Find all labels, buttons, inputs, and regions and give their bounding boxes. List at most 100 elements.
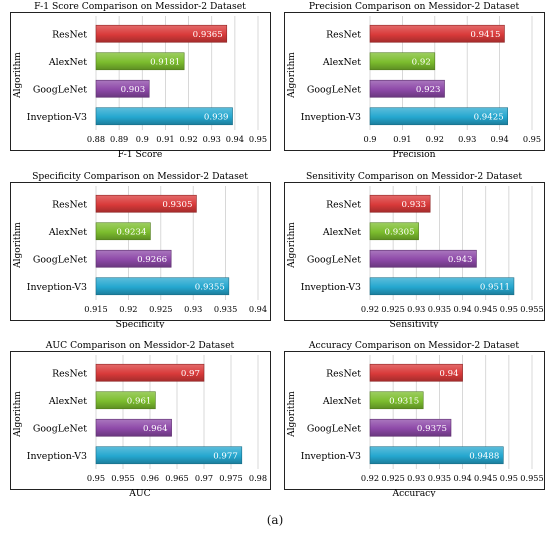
bar-value-label: 0.9425 [474,113,504,123]
bar-value-label: 0.923 [416,85,441,95]
x-tick-label: 0.975 [219,473,242,483]
x-tick-label: 0.965 [165,473,188,483]
x-tick-label: 0.925 [381,304,404,314]
chart-svg: Precision Comparison on Messidor-2 Datas… [284,1,545,158]
bar-value-label: 0.9266 [137,255,167,265]
x-axis-label: Sensitivity [390,319,440,328]
y-axis-label: Algorithm [13,391,23,438]
bar [95,249,172,268]
bar-value-label: 0.9355 [195,283,225,293]
y-category-label: AlexNet [322,396,361,407]
chart-title: F-1 Score Comparison on Messidor-2 Datas… [34,1,246,12]
y-category-label: GoogLeNet [307,254,361,265]
y-category-label: ResNet [52,368,87,379]
y-category-label: ResNet [326,368,361,379]
x-tick-label: 0.945 [474,304,497,314]
y-axis-label: Algorithm [287,222,297,269]
x-tick-label: 0.95 [87,473,105,483]
bar [95,391,156,410]
chart-title: AUC Comparison on Messidor-2 Dataset [45,340,235,351]
chart-title: Specificity Comparison on Messidor-2 Dat… [32,171,248,182]
y-category-label: GoogLeNet [33,84,87,95]
x-tick-label: 0.94 [453,304,471,314]
x-tick-label: 0.94 [490,134,508,144]
bar-value-label: 0.903 [121,85,146,95]
x-tick-label: 0.935 [428,473,451,483]
bar-value-label: 0.9315 [389,397,419,407]
chart-svg: Accuracy Comparison on Messidor-2 Datase… [284,340,545,497]
bar [95,79,150,98]
bar-value-label: 0.943 [448,255,473,265]
x-tick-label: 0.95 [500,304,518,314]
x-tick-label: 0.92 [179,134,197,144]
bar [95,222,151,241]
y-category-label: ResNet [326,29,361,40]
bar-value-label: 0.97 [181,369,200,379]
y-category-label: GoogLeNet [33,254,87,265]
bar-value-label: 0.9488 [469,452,499,462]
bar [369,52,436,71]
bar [369,446,504,465]
x-tick-label: 0.92 [361,473,379,483]
bar-value-label: 0.977 [213,452,238,462]
y-category-label: AlexNet [48,396,87,407]
y-category-label: Inveption-V3 [27,451,87,462]
bar-value-label: 0.9415 [470,30,500,40]
bar [369,249,477,268]
bar-value-label: 0.9511 [480,283,510,293]
bar [369,79,445,98]
bar [95,446,243,465]
y-category-label: ResNet [52,29,87,40]
y-category-label: GoogLeNet [33,423,87,434]
x-tick-label: 0.92 [361,304,379,314]
chart-sensitivity: Sensitivity Comparison on Messidor-2 Dat… [282,170,546,328]
x-axis-label: Specificity [116,319,166,328]
y-axis-label: Algorithm [13,52,23,99]
chart-svg: AUC Comparison on Messidor-2 Dataset 0.95… [10,340,271,497]
y-category-label: ResNet [52,199,87,210]
x-tick-label: 0.95 [249,134,267,144]
x-axis-label: Precision [392,149,435,158]
bar [95,107,233,126]
x-axis-label: F-1 Score [118,149,163,158]
y-category-label: ResNet [326,199,361,210]
bar-value-label: 0.9305 [385,228,415,238]
y-category-label: Inveption-V3 [27,282,87,293]
x-tick-label: 0.93 [458,134,476,144]
chart-f1-score: F-1 Score Comparison on Messidor-2 Datas… [8,0,272,158]
y-category-label: Inveption-V3 [301,451,361,462]
y-axis-label: Algorithm [13,222,23,269]
y-category-label: AlexNet [322,57,361,68]
x-tick-label: 0.97 [195,473,213,483]
chart-svg: F-1 Score Comparison on Messidor-2 Datas… [10,1,271,158]
bar [95,24,228,43]
bar-value-label: 0.92 [412,58,431,68]
x-tick-label: 0.9 [136,134,149,144]
x-tick-label: 0.9 [363,134,376,144]
chart-svg: Sensitivity Comparison on Messidor-2 Dat… [284,171,545,328]
x-axis-label: AUC [128,488,150,497]
x-tick-label: 0.925 [381,473,404,483]
chart-title: Precision Comparison on Messidor-2 Datas… [309,1,520,12]
x-tick-label: 0.95 [523,134,541,144]
x-tick-label: 0.93 [407,473,425,483]
x-tick-label: 0.955 [520,473,543,483]
bar [369,391,424,410]
y-category-label: AlexNet [48,57,87,68]
bar [95,363,205,382]
x-tick-label: 0.91 [156,134,174,144]
x-tick-label: 0.915 [84,304,107,314]
x-tick-label: 0.945 [474,473,497,483]
bar [369,418,452,437]
chart-auc: AUC Comparison on Messidor-2 Dataset 0.95… [8,339,272,497]
chart-precision: Precision Comparison on Messidor-2 Datas… [282,0,546,158]
x-tick-label: 0.98 [249,473,267,483]
y-axis-label: Algorithm [287,391,297,438]
x-tick-label: 0.955 [111,473,134,483]
bar [95,52,185,71]
bar-value-label: 0.9365 [193,30,223,40]
bar [95,194,197,213]
x-tick-label: 0.88 [87,134,105,144]
x-tick-label: 0.89 [110,134,128,144]
x-tick-label: 0.92 [426,134,444,144]
